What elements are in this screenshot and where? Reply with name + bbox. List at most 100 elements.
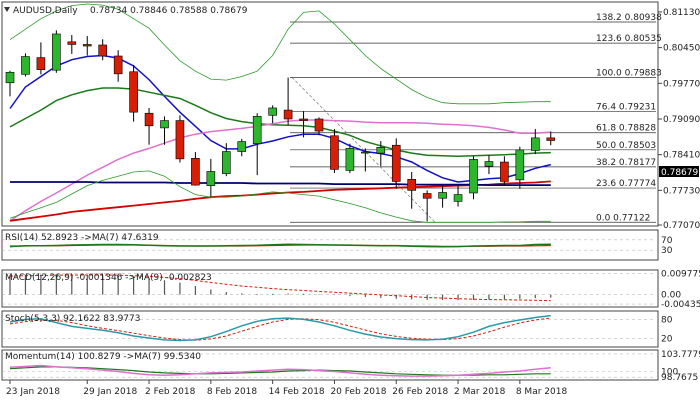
candle bbox=[67, 35, 77, 54]
candle-body bbox=[98, 44, 107, 57]
stoch-d-line bbox=[9, 317, 551, 341]
macd-tick-label: 0.00 bbox=[661, 291, 681, 301]
candle bbox=[391, 138, 401, 189]
ma-mid-line bbox=[9, 87, 551, 157]
candle bbox=[453, 184, 463, 207]
candle bbox=[469, 156, 478, 200]
ohlc-readout: 0.78734 0.78846 0.78588 0.78679 bbox=[90, 6, 248, 16]
rsi-panel bbox=[1, 229, 659, 261]
candle bbox=[500, 156, 509, 186]
candle-body bbox=[391, 144, 401, 182]
price-tick-label: 0.79090 bbox=[663, 115, 700, 125]
candle bbox=[283, 77, 293, 125]
price-tick-label: 0.81130 bbox=[663, 8, 700, 18]
macd-panel bbox=[1, 269, 659, 308]
date-tick-label: 14 Feb 2018 bbox=[269, 387, 325, 397]
stoch-tick-label: 20 bbox=[661, 335, 673, 345]
candle-body bbox=[438, 192, 447, 199]
candle bbox=[484, 155, 494, 175]
momentum-label: Momentum(14) 100.8279 ->MA(7) 99.5340 bbox=[5, 352, 201, 362]
candle bbox=[144, 107, 154, 145]
candle-body bbox=[484, 161, 494, 167]
candle-body bbox=[5, 71, 15, 84]
candle bbox=[222, 143, 231, 177]
momentum-tick-label: 98.7675 bbox=[661, 373, 698, 383]
candle bbox=[98, 39, 107, 61]
fib-label: 0.0 0.77122 bbox=[596, 213, 650, 223]
stoch-label: Stoch(5,3,3) 92.1622 83.9773 bbox=[5, 314, 140, 324]
candle-body bbox=[469, 159, 478, 194]
candle bbox=[546, 131, 556, 146]
candle bbox=[530, 128, 540, 155]
envelope-lower-line bbox=[9, 170, 551, 223]
candle bbox=[206, 158, 216, 197]
candle bbox=[252, 113, 262, 176]
fib-label: 100.0 0.79883 bbox=[596, 68, 662, 78]
macd-tick-label: -0.004356 bbox=[661, 300, 700, 310]
candle bbox=[82, 36, 92, 56]
price-tick-label: 0.79770 bbox=[663, 79, 700, 89]
candle bbox=[237, 138, 247, 157]
candle-body bbox=[175, 120, 185, 160]
date-tick-label: 26 Feb 2018 bbox=[392, 387, 448, 397]
candle bbox=[314, 117, 324, 136]
stoch-tick-label: 80 bbox=[661, 315, 673, 325]
candle bbox=[5, 70, 15, 97]
macd-label: MACD(12,26,9) -0.001346 ->MA(9) -0.00282… bbox=[5, 273, 212, 283]
momentum-panel bbox=[1, 349, 659, 381]
momentum-line bbox=[9, 364, 551, 377]
candle-body bbox=[237, 141, 247, 152]
fib-label: 50.0 0.78503 bbox=[596, 141, 656, 151]
fib-label: 123.6 0.80535 bbox=[596, 34, 662, 44]
candle-body bbox=[299, 118, 308, 121]
candle bbox=[191, 152, 200, 186]
candle-body bbox=[222, 151, 231, 174]
candle bbox=[376, 141, 386, 167]
candle-body bbox=[144, 112, 154, 127]
candle-body bbox=[268, 107, 277, 116]
fib-trendline bbox=[291, 77, 436, 223]
fib-label: 23.6 0.77774 bbox=[596, 179, 656, 189]
last-price-marker bbox=[659, 166, 699, 177]
candle-body bbox=[113, 55, 123, 75]
candle-body bbox=[422, 193, 432, 199]
fib-label: 61.8 0.78828 bbox=[596, 124, 656, 134]
candle-body bbox=[500, 161, 509, 182]
candle-body bbox=[330, 135, 339, 170]
candle bbox=[438, 185, 447, 208]
candle bbox=[113, 50, 123, 82]
stoch-k-line bbox=[9, 314, 551, 342]
candle-body bbox=[407, 179, 417, 191]
candle-body bbox=[283, 109, 293, 120]
candle-body bbox=[67, 41, 77, 45]
ma-navy-line bbox=[10, 181, 551, 186]
rsi-label: RSI(14) 52.8923 ->MA(7) 47.6319 bbox=[5, 233, 159, 243]
date-tick-label: 8 Mar 2018 bbox=[516, 387, 568, 397]
candle bbox=[361, 148, 370, 172]
candle-body bbox=[345, 148, 355, 171]
collapse-triangle-icon[interactable] bbox=[4, 7, 10, 12]
candle-body bbox=[160, 120, 169, 129]
date-tick-label: 29 Jan 2018 bbox=[83, 387, 137, 397]
candle-body bbox=[515, 149, 525, 181]
candle-body bbox=[21, 56, 30, 75]
candle-body bbox=[376, 147, 386, 154]
price-tick-label: 0.80450 bbox=[663, 44, 700, 54]
candle-body bbox=[129, 71, 138, 113]
moving-averages bbox=[9, 3, 551, 223]
candle bbox=[52, 30, 61, 73]
candle bbox=[129, 64, 138, 122]
price-tick-label: 0.77070 bbox=[663, 221, 700, 231]
candle-body bbox=[252, 116, 262, 144]
price-panel bbox=[1, 1, 659, 227]
macd-signal-line bbox=[9, 274, 551, 302]
candle bbox=[299, 111, 308, 138]
rsi-line bbox=[9, 243, 551, 248]
candle-body bbox=[546, 137, 556, 141]
candle bbox=[160, 116, 169, 145]
date-tick-label: 2 Mar 2018 bbox=[454, 387, 506, 397]
date-tick-label: 23 Jan 2018 bbox=[6, 387, 60, 397]
rsi-tick-label: 30 bbox=[661, 246, 673, 256]
